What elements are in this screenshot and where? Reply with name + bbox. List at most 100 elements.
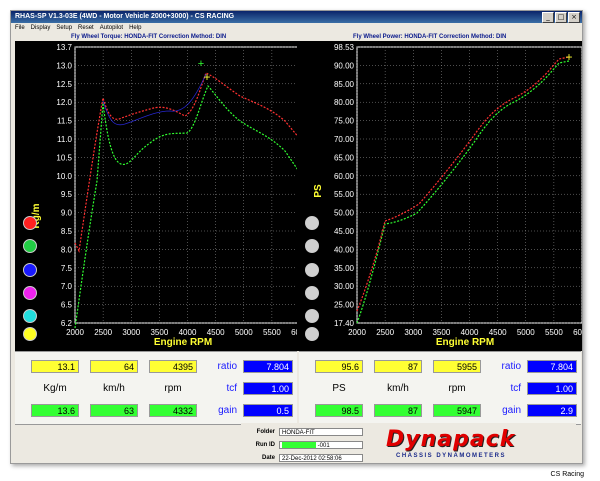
menu-reset[interactable]: Reset: [78, 25, 94, 31]
power-ytick-label: 85.00: [334, 80, 355, 89]
run-select-circle[interactable]: [23, 239, 37, 253]
power-ytick-label: 45.00: [334, 227, 355, 236]
torque-ytick-label: 7.0: [61, 282, 73, 291]
close-button[interactable]: ×: [568, 12, 580, 23]
menu-display[interactable]: Display: [30, 25, 51, 31]
power-max-speed-value: 87: [374, 404, 422, 417]
power-xtick-label: 2000: [348, 328, 366, 337]
torque-chart[interactable]: 13.7 13.0 12.5 12.0 11.5 11.0 10.5 10.0 9.5 9.0 8.…: [15, 41, 303, 351]
power-xtick-label: 2500: [376, 328, 394, 337]
power-ytick-label: 30.00: [334, 282, 355, 291]
run-select-circle-r[interactable]: [305, 239, 319, 253]
power-chart[interactable]: 98.53 90.00 85.00 80.00 75.00 70.00 65.00 60.00…: [297, 41, 582, 351]
rpm-unit-label: rpm: [164, 383, 182, 394]
power-cursor-marker: +: [565, 50, 572, 64]
power-xtick-label: 3000: [404, 328, 422, 337]
run-select-circle[interactable]: [23, 309, 37, 323]
torque-ytick-label: 11.0: [57, 135, 73, 144]
ratio-value-r[interactable]: 7.804: [527, 360, 577, 373]
torque-red-curve: [74, 72, 301, 253]
run-select-circle-r[interactable]: [305, 263, 319, 277]
power-ytick-label: 75.00: [334, 117, 355, 126]
ratio-label-r: ratio: [501, 361, 521, 372]
maximize-button[interactable]: □: [555, 12, 567, 23]
logo-subtitle: CHASSIS DYNAMOMETERS: [396, 453, 507, 459]
torque-blue-curve: [102, 73, 207, 126]
power-ytick-label: 90.00: [334, 61, 355, 70]
torque-ytick-label: 12.5: [56, 80, 72, 89]
torque-xtick-label: 5500: [263, 328, 281, 337]
torque-green-curve: [74, 84, 301, 329]
torque-x-axis-label: Engine RPM: [154, 337, 212, 348]
power-ytick-label: 80.00: [334, 98, 355, 107]
power-ytick-label: 65.00: [334, 153, 355, 162]
minimize-button[interactable]: _: [542, 12, 554, 23]
torque-xtick-label: 2500: [94, 328, 112, 337]
power-ytick-label: 55.00: [334, 190, 355, 199]
folder-label: Folder: [256, 429, 275, 435]
run-select-circle-r[interactable]: [305, 286, 319, 300]
menu-setup[interactable]: Setup: [56, 25, 73, 31]
run-id-label: Run ID: [255, 442, 275, 448]
run-select-circle-r[interactable]: [305, 216, 319, 230]
torque-current-value: 13.1: [31, 360, 79, 373]
gain-value-r[interactable]: 2.9: [527, 404, 577, 417]
torque-ytick-label: 10.5: [56, 153, 72, 162]
tcf-value-r[interactable]: 1.00: [527, 382, 577, 395]
torque-max-rpm-value: 4332: [149, 404, 197, 417]
date-label: Date: [261, 455, 275, 461]
torque-xtick-label: 4000: [179, 328, 197, 337]
torque-ytick-label: 9.0: [61, 209, 73, 218]
torque-unit-label: Kg/m: [43, 383, 67, 394]
torque-ytick-label: 6.2: [61, 319, 73, 328]
torque-ytick-label: 6.5: [61, 301, 73, 310]
speed-unit-label-r: km/h: [387, 383, 409, 394]
run-select-circle-r[interactable]: [305, 327, 319, 341]
power-ytick-label: 70.00: [334, 135, 355, 144]
gain-value[interactable]: 0.5: [243, 404, 293, 417]
tcf-value[interactable]: 1.00: [243, 382, 293, 395]
ratio-label: ratio: [217, 361, 237, 372]
power-xtick-label: 4000: [461, 328, 479, 337]
image-caption: CS Racing: [550, 471, 584, 478]
menu-autopilot[interactable]: Autopilot: [99, 25, 124, 31]
run-select-circle[interactable]: [23, 286, 37, 300]
power-chart-header: Fly Wheel Power: HONDA-FIT Correction Me…: [353, 34, 507, 40]
dynapack-logo: Dynapack CHASSIS DYNAMOMETERS: [386, 427, 576, 461]
torque-ytick-label: 12.0: [56, 98, 72, 107]
logo-wordmark: Dynapack: [386, 427, 516, 452]
power-ytick-label: 17.40: [334, 319, 355, 328]
power-green-curve: [356, 60, 570, 324]
power-max-rpm-value: 5947: [433, 404, 481, 417]
run-select-circle[interactable]: [23, 263, 37, 277]
power-x-axis-label: Engine RPM: [436, 337, 494, 348]
power-xtick-label: 3500: [432, 328, 450, 337]
torque-chart-svg: 13.7 13.0 12.5 12.0 11.5 11.0 10.5 10.0 9.5 9.0 8.…: [31, 43, 303, 348]
torque-ytick-label: 13.7: [56, 43, 72, 52]
run-id-field[interactable]: -001: [279, 441, 363, 449]
torque-xtick-label: 3500: [150, 328, 168, 337]
menu-help[interactable]: Help: [129, 25, 142, 31]
speed-unit-label: km/h: [103, 383, 125, 394]
folder-field[interactable]: HONDA-FIT: [279, 428, 363, 436]
tcf-label: tcf: [226, 383, 237, 394]
run-id-value: -001: [317, 443, 330, 449]
run-id-color-swatch: [282, 442, 316, 449]
run-select-circle-r[interactable]: [305, 309, 319, 323]
power-chart-svg: 98.53 90.00 85.00 80.00 75.00 70.00 65.00 60.00…: [313, 43, 582, 348]
torque-y-axis-label: Kg/m: [31, 203, 42, 228]
power-ytick-label: 60.00: [334, 172, 355, 181]
power-ytick-label: 40.00: [334, 245, 355, 254]
torque-ytick-label: 13.0: [56, 61, 72, 70]
power-y-axis-label: PS: [313, 184, 324, 198]
run-select-circle[interactable]: [23, 216, 37, 230]
power-rpm-value: 5955: [433, 360, 481, 373]
run-select-circle[interactable]: [23, 327, 37, 341]
menu-bar: File Display Setup Reset Autopilot Help: [11, 23, 582, 33]
torque-max-speed-value: 63: [90, 404, 138, 417]
power-speed-value: 87: [374, 360, 422, 373]
power-max-value: 98.5: [315, 404, 363, 417]
ratio-value[interactable]: 7.804: [243, 360, 293, 373]
torque-ytick-label: 8.0: [61, 245, 73, 254]
menu-file[interactable]: File: [15, 25, 25, 31]
